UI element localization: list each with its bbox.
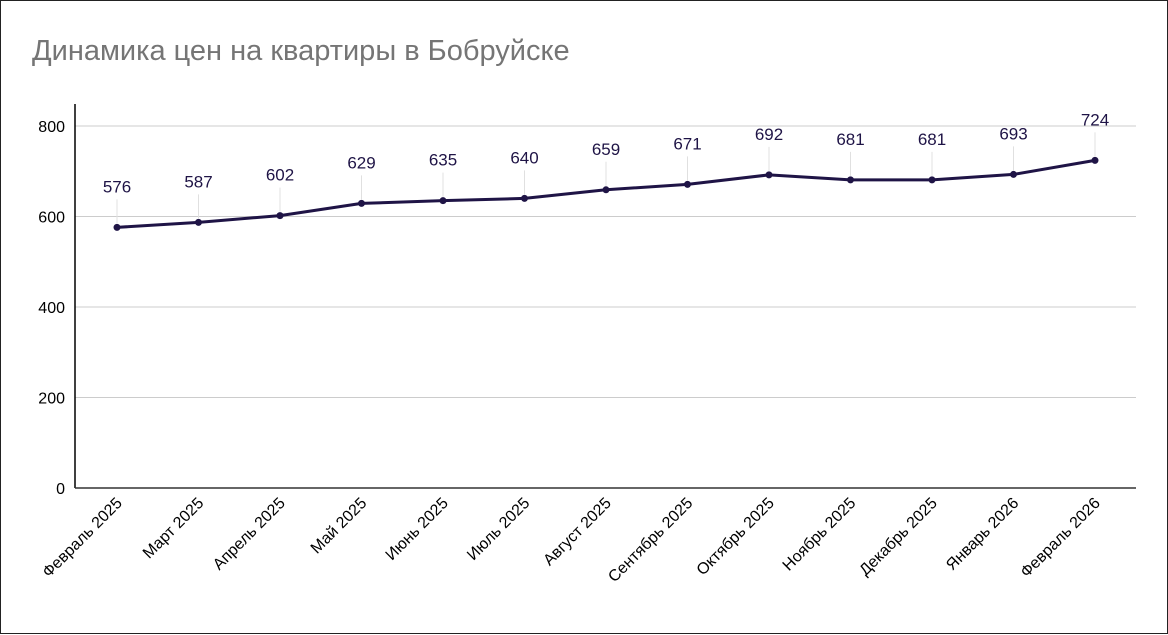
x-tick-label: Сентябрь 2025 <box>605 495 696 586</box>
y-tick-label: 0 <box>56 481 65 498</box>
data-point <box>765 171 773 179</box>
x-tick-label: Январь 2026 <box>943 495 1022 574</box>
x-tick-label: Май 2025 <box>308 495 371 558</box>
data-point <box>439 197 447 205</box>
data-label: 576 <box>103 177 131 196</box>
data-point <box>1091 156 1099 164</box>
x-tick-label: Ноябрь 2025 <box>780 495 860 575</box>
x-tick-label: Апрель 2025 <box>210 495 289 574</box>
data-label: 629 <box>347 153 375 172</box>
data-label: 587 <box>184 172 212 191</box>
x-tick-label: Декабрь 2025 <box>856 495 941 580</box>
y-tick-label: 400 <box>38 300 65 317</box>
data-label: 681 <box>836 130 864 149</box>
data-point <box>113 223 121 231</box>
x-tick-label: Июнь 2025 <box>383 495 452 564</box>
data-label: 635 <box>429 151 457 170</box>
data-point <box>928 176 936 184</box>
x-tick-label: Февраль 2026 <box>1018 495 1104 581</box>
data-point <box>1010 170 1017 178</box>
data-point <box>847 176 854 184</box>
data-label: 640 <box>510 148 538 167</box>
y-tick-label: 600 <box>38 210 65 227</box>
data-label: 659 <box>592 140 620 159</box>
data-label: 693 <box>999 124 1027 143</box>
chart-title: Динамика цен на квартиры в Бобруйске <box>32 35 570 67</box>
data-point <box>195 218 202 226</box>
x-tick-label: Октябрь 2025 <box>694 495 778 579</box>
data-point <box>358 199 365 207</box>
x-tick-label: Февраль 2025 <box>40 495 126 581</box>
x-tick-label: Август 2025 <box>540 495 614 569</box>
y-tick-label: 200 <box>38 391 65 408</box>
x-tick-label: Июль 2025 <box>464 495 533 564</box>
data-label: 671 <box>673 134 701 153</box>
data-label: 692 <box>755 125 783 144</box>
x-tick-label: Март 2025 <box>140 495 207 562</box>
data-point <box>602 186 610 194</box>
data-label: 724 <box>1081 110 1109 129</box>
data-label: 681 <box>918 130 946 149</box>
data-point <box>276 212 284 220</box>
data-point <box>684 180 691 188</box>
data-point <box>521 194 528 202</box>
data-label: 602 <box>266 166 294 185</box>
y-tick-label: 800 <box>38 119 65 136</box>
